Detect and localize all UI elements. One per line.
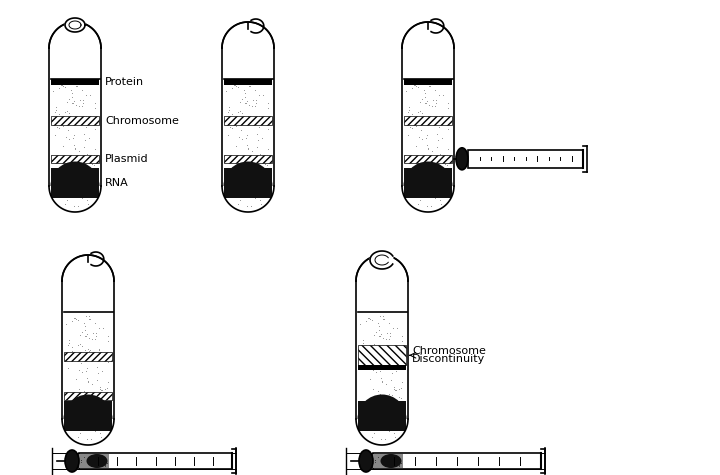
Bar [62, 255, 114, 419]
Bar [49, 22, 101, 186]
Wedge shape [223, 162, 272, 186]
Bar [224, 79, 272, 85]
Wedge shape [403, 162, 452, 186]
Text: Protein: Protein [105, 77, 144, 87]
Bar [358, 345, 406, 365]
Wedge shape [50, 162, 99, 186]
Bar [402, 22, 454, 186]
Bar [64, 401, 112, 431]
Bar [51, 168, 99, 198]
Bar [356, 255, 408, 419]
Wedge shape [50, 162, 99, 186]
Polygon shape [65, 18, 85, 32]
Bar [224, 168, 272, 198]
Bar [51, 116, 99, 125]
Ellipse shape [456, 148, 468, 170]
Bar [51, 79, 99, 85]
Wedge shape [49, 160, 101, 186]
Bar [222, 22, 274, 186]
Bar [358, 365, 406, 370]
Text: Plasmid: Plasmid [105, 154, 148, 164]
Wedge shape [222, 48, 274, 74]
Wedge shape [402, 160, 454, 186]
Wedge shape [222, 160, 274, 186]
Wedge shape [62, 281, 114, 307]
Wedge shape [63, 395, 112, 419]
Bar [51, 155, 99, 163]
Bar [404, 116, 452, 125]
Ellipse shape [359, 450, 373, 472]
Text: RNA: RNA [105, 178, 129, 188]
Bar [224, 116, 272, 125]
Text: Chromosome: Chromosome [105, 116, 179, 126]
Text: Discontinuity: Discontinuity [412, 354, 485, 364]
Bar [468, 150, 583, 168]
Wedge shape [49, 48, 101, 74]
Wedge shape [358, 395, 407, 419]
Bar [373, 454, 403, 468]
Wedge shape [63, 395, 112, 419]
Bar [79, 454, 109, 468]
Bar [223, 79, 272, 187]
Bar [358, 312, 407, 420]
Ellipse shape [380, 454, 402, 468]
Bar [404, 168, 452, 198]
Bar [50, 79, 99, 187]
Bar [79, 453, 232, 469]
Bar [404, 79, 452, 85]
Bar [224, 155, 272, 163]
Bar [64, 352, 112, 361]
Wedge shape [358, 395, 407, 419]
Bar [404, 155, 452, 163]
Bar [358, 401, 406, 431]
Polygon shape [370, 251, 392, 269]
Ellipse shape [86, 454, 107, 468]
Wedge shape [356, 281, 408, 307]
Bar [403, 79, 452, 187]
Wedge shape [402, 48, 454, 74]
Bar [63, 312, 112, 420]
Ellipse shape [65, 450, 79, 472]
Bar [373, 453, 541, 469]
Bar [64, 392, 112, 400]
Text: Chromosome: Chromosome [412, 346, 486, 356]
Wedge shape [403, 162, 452, 186]
Wedge shape [223, 162, 272, 186]
Wedge shape [62, 393, 114, 419]
Wedge shape [356, 393, 408, 419]
